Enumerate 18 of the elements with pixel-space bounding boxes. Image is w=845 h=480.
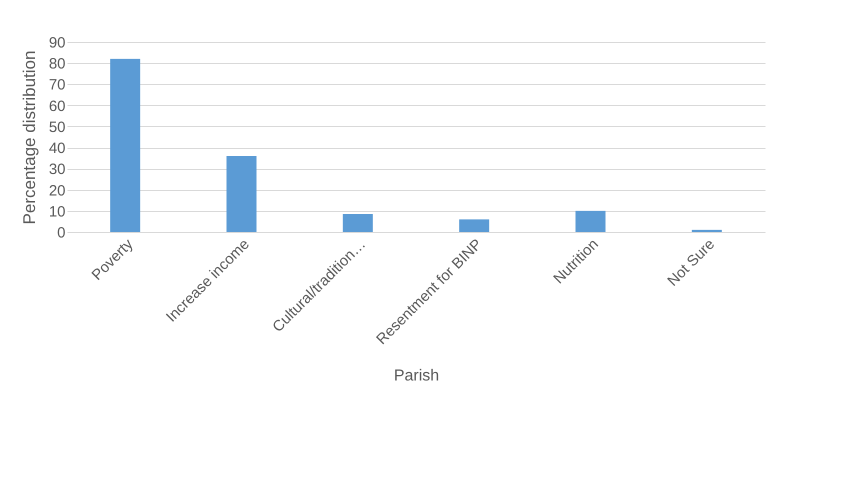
bar <box>459 219 490 232</box>
y-tick-label: 20 <box>48 182 66 200</box>
y-tick-label: 10 <box>48 203 66 220</box>
x-axis-title: Parish <box>394 367 440 384</box>
y-tick-label: 80 <box>48 56 66 73</box>
bar <box>342 214 373 232</box>
y-axis-title: Percentage distribution <box>20 50 39 224</box>
x-tick-label: Not Sure <box>664 236 718 290</box>
y-tick-label: 90 <box>48 34 66 52</box>
y-tick-label: 0 <box>57 224 66 242</box>
bar <box>576 210 606 232</box>
y-tick-label: 60 <box>48 98 66 115</box>
y-tick-label: 30 <box>48 161 66 178</box>
y-tick-label: 50 <box>48 118 66 136</box>
y-tick-label: 70 <box>48 76 66 94</box>
bar <box>226 156 256 232</box>
y-tick-label: 40 <box>48 140 66 158</box>
bar <box>110 58 140 232</box>
